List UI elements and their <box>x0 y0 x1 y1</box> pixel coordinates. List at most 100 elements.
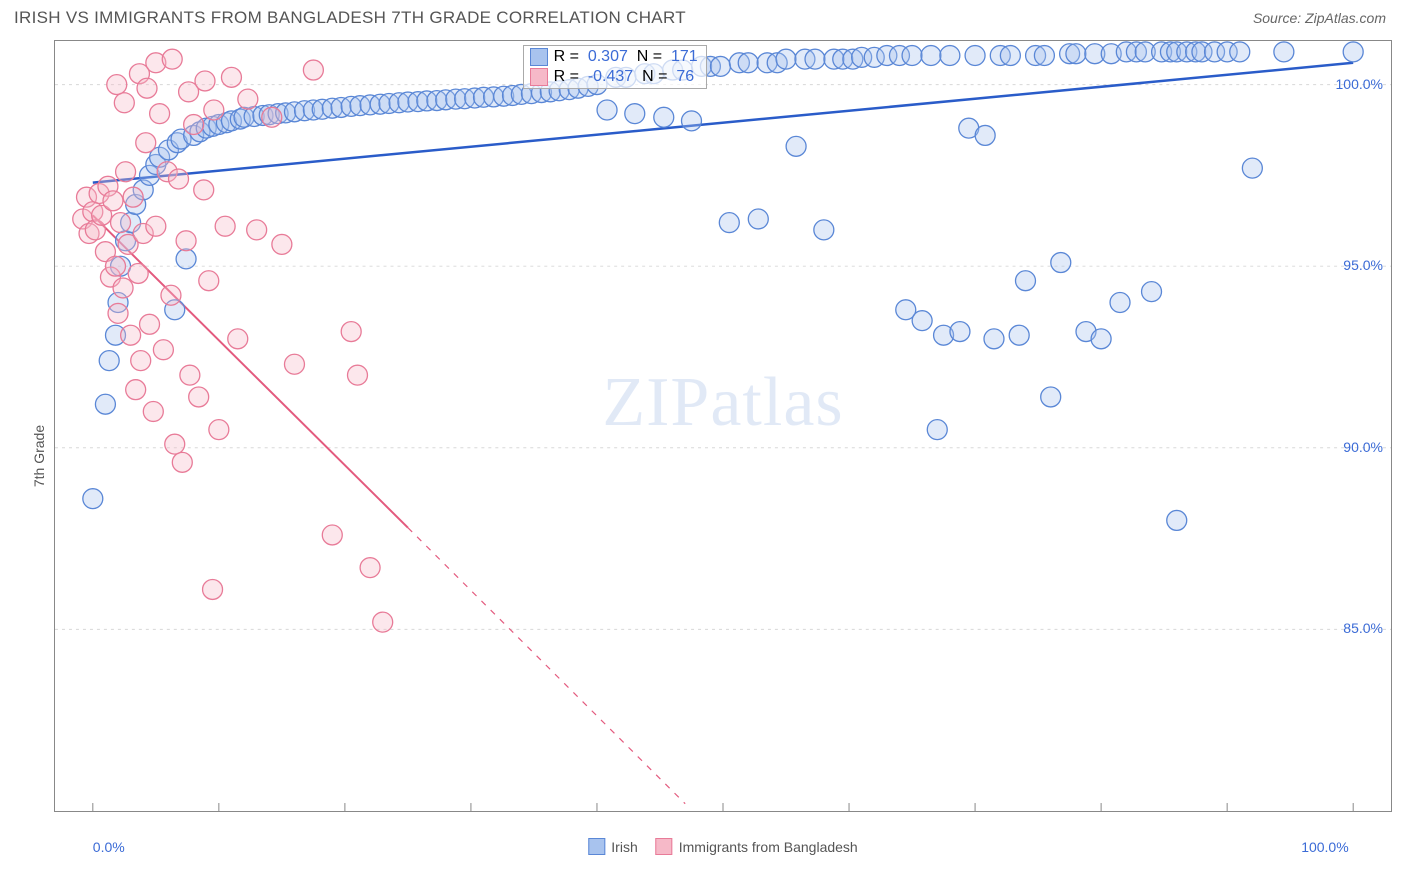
point-bangladesh <box>121 325 141 345</box>
point-bangladesh <box>169 169 189 189</box>
point-irish <box>625 104 645 124</box>
point-bangladesh <box>303 60 323 80</box>
point-bangladesh <box>373 612 393 632</box>
swatch-irish <box>530 48 548 66</box>
point-bangladesh <box>322 525 342 545</box>
point-irish <box>786 136 806 156</box>
point-bangladesh <box>172 452 192 472</box>
point-bangladesh <box>203 579 223 599</box>
point-bangladesh <box>215 216 235 236</box>
point-bangladesh <box>137 78 157 98</box>
point-bangladesh <box>180 365 200 385</box>
point-bangladesh <box>111 213 131 233</box>
point-irish <box>176 249 196 269</box>
point-irish <box>1051 253 1071 273</box>
plot-area: ZIPatlas 85.0%90.0%95.0%100.0%0.0%100.0%… <box>54 40 1392 812</box>
point-bangladesh <box>165 434 185 454</box>
point-bangladesh <box>176 231 196 251</box>
point-irish <box>1242 158 1262 178</box>
legend-label: Immigrants from Bangladesh <box>679 839 858 855</box>
correlation-legend: R = 0.307 N = 171R = -0.437 N = 76 <box>523 45 707 89</box>
point-irish <box>1066 44 1086 64</box>
point-bangladesh <box>136 133 156 153</box>
point-bangladesh <box>272 234 292 254</box>
point-irish <box>1142 282 1162 302</box>
point-irish <box>1110 293 1130 313</box>
point-irish <box>776 49 796 69</box>
point-irish <box>921 46 941 66</box>
point-bangladesh <box>360 558 380 578</box>
point-irish <box>654 107 674 127</box>
chart-title: IRISH VS IMMIGRANTS FROM BANGLADESH 7TH … <box>14 8 686 28</box>
chart-svg <box>55 41 1391 811</box>
point-irish <box>1274 42 1294 62</box>
point-irish <box>1230 42 1250 62</box>
y-tick-label: 95.0% <box>1343 257 1383 273</box>
point-irish <box>984 329 1004 349</box>
point-irish <box>1009 325 1029 345</box>
point-irish <box>940 46 960 66</box>
point-bangladesh <box>221 67 241 87</box>
chart-container: 7th Grade ZIPatlas 85.0%90.0%95.0%100.0%… <box>14 40 1392 872</box>
point-irish <box>748 209 768 229</box>
point-irish <box>1343 42 1363 62</box>
trendline-dash-bangladesh <box>408 528 685 804</box>
point-bangladesh <box>131 351 151 371</box>
point-bangladesh <box>103 191 123 211</box>
point-irish <box>1034 46 1054 66</box>
point-bangladesh <box>108 303 128 323</box>
point-bangladesh <box>262 107 282 127</box>
point-irish <box>1041 387 1061 407</box>
point-bangladesh <box>161 285 181 305</box>
x-tick-label: 0.0% <box>93 839 125 855</box>
swatch-bangladesh <box>656 838 673 855</box>
point-irish <box>99 351 119 371</box>
point-irish <box>965 46 985 66</box>
point-irish <box>83 489 103 509</box>
point-bangladesh <box>128 263 148 283</box>
point-irish <box>1000 46 1020 66</box>
point-bangladesh <box>116 162 136 182</box>
swatch-irish <box>588 838 605 855</box>
x-tick-label: 100.0% <box>1301 839 1348 855</box>
point-bangladesh <box>153 340 173 360</box>
point-bangladesh <box>107 75 127 95</box>
legend-item-irish: Irish <box>588 838 637 855</box>
point-bangladesh <box>123 187 143 207</box>
point-bangladesh <box>146 216 166 236</box>
point-bangladesh <box>140 314 160 334</box>
point-bangladesh <box>113 278 133 298</box>
point-irish <box>912 311 932 331</box>
legend-item-bangladesh: Immigrants from Bangladesh <box>656 838 858 855</box>
point-bangladesh <box>195 71 215 91</box>
point-bangladesh <box>162 49 182 69</box>
point-irish <box>902 46 922 66</box>
point-bangladesh <box>184 115 204 135</box>
y-axis-label: 7th Grade <box>31 425 47 487</box>
point-bangladesh <box>143 401 163 421</box>
point-irish <box>597 100 617 120</box>
point-bangladesh <box>194 180 214 200</box>
y-tick-label: 85.0% <box>1343 620 1383 636</box>
y-tick-label: 90.0% <box>1343 439 1383 455</box>
swatch-bangladesh <box>530 68 548 86</box>
correlation-text: R = 0.307 N = 171 <box>554 48 698 66</box>
point-irish <box>1016 271 1036 291</box>
point-bangladesh <box>247 220 267 240</box>
point-bangladesh <box>126 380 146 400</box>
point-irish <box>950 322 970 342</box>
point-irish <box>710 56 730 76</box>
point-bangladesh <box>284 354 304 374</box>
y-tick-label: 100.0% <box>1336 76 1383 92</box>
point-bangladesh <box>199 271 219 291</box>
point-irish <box>738 53 758 73</box>
point-bangladesh <box>189 387 209 407</box>
point-irish <box>1091 329 1111 349</box>
point-irish <box>719 213 739 233</box>
point-irish <box>975 125 995 145</box>
point-bangladesh <box>209 420 229 440</box>
point-irish <box>95 394 115 414</box>
point-irish <box>1167 510 1187 530</box>
point-bangladesh <box>114 93 134 113</box>
point-bangladesh <box>204 100 224 120</box>
